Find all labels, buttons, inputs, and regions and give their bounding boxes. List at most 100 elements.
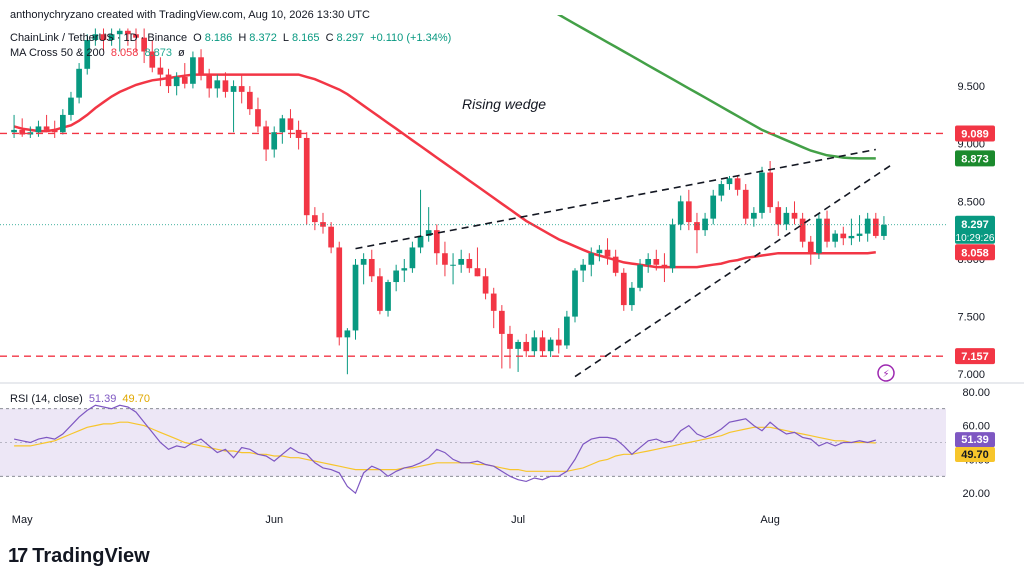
- candle: [531, 330, 538, 357]
- candle: [881, 216, 887, 240]
- candle-body: [312, 215, 318, 223]
- price-label-text: 8.297: [961, 219, 989, 231]
- tradingview-watermark: 17 TradingView: [8, 545, 150, 568]
- price-label-text: 7.157: [961, 351, 989, 363]
- eye-icon[interactable]: ø: [178, 47, 185, 59]
- candle-body: [507, 333, 513, 349]
- candle-body: [580, 264, 586, 271]
- candle: [425, 207, 432, 242]
- candle-body: [816, 218, 822, 254]
- candle: [222, 72, 229, 98]
- candle-body: [149, 51, 156, 68]
- candle-body: [523, 341, 530, 352]
- candle: [59, 109, 66, 135]
- candle: [832, 230, 839, 248]
- candle-body: [450, 264, 456, 266]
- candle-body: [336, 247, 343, 338]
- candle-body: [539, 337, 546, 352]
- time-tick-label: Aug: [760, 514, 780, 526]
- candle: [157, 57, 164, 87]
- close-value: 8.297: [336, 32, 365, 44]
- candle: [303, 132, 310, 225]
- candle: [872, 212, 879, 239]
- candle: [442, 241, 448, 277]
- candle-body: [76, 68, 82, 98]
- lightning-glyph: ⚡: [882, 369, 889, 380]
- candle-body: [320, 222, 326, 227]
- change-value: +0.110 (+1.34%): [370, 32, 452, 44]
- candle: [742, 184, 749, 225]
- candle-body: [620, 272, 627, 306]
- candle: [312, 207, 318, 231]
- wedge-upper-line: [355, 148, 876, 250]
- candle-body: [791, 212, 798, 219]
- candle: [824, 210, 830, 248]
- ma-legend: MA Cross 50 & 200 8.058 8.873 ø: [10, 47, 188, 59]
- candle: [555, 328, 562, 354]
- candle: [718, 180, 725, 202]
- candle-body: [653, 258, 660, 265]
- rsi-title: RSI (14, close): [10, 393, 83, 405]
- open-value: 8.186: [204, 32, 233, 44]
- candle: [726, 176, 733, 190]
- candle-body: [490, 293, 497, 311]
- candle: [19, 118, 26, 137]
- candle: [173, 72, 180, 96]
- candle-body: [596, 249, 603, 254]
- ma200-value: 8.873: [144, 47, 172, 59]
- high-value: 8.372: [249, 32, 277, 44]
- candle-body: [474, 268, 481, 277]
- candle-body: [401, 268, 408, 271]
- candle: [710, 189, 717, 225]
- time-tick-label: Jun: [265, 514, 283, 526]
- candle-body: [872, 218, 879, 236]
- candle-body: [92, 34, 99, 40]
- rsi-value: 51.39: [88, 393, 117, 405]
- candle: [360, 253, 367, 285]
- candle-body: [59, 114, 66, 133]
- created-by-text: anthonychryzano created with TradingView…: [10, 9, 370, 21]
- candle-body: [694, 222, 700, 231]
- candle-body: [68, 97, 74, 115]
- candle: [385, 279, 391, 317]
- candle: [108, 28, 115, 46]
- candle-body: [767, 172, 773, 208]
- candle: [474, 247, 481, 277]
- candle: [612, 249, 619, 277]
- candle: [848, 218, 855, 246]
- candle: [466, 253, 473, 273]
- candle: [198, 49, 204, 81]
- candle: [352, 258, 359, 340]
- rsi-ma-line: [14, 421, 876, 472]
- candle: [677, 195, 684, 231]
- candle-body: [572, 270, 578, 317]
- price-tick-label: 9.000: [957, 139, 985, 151]
- candle-body: [856, 233, 863, 236]
- candle-body: [718, 184, 725, 196]
- candle-body: [710, 195, 717, 219]
- open-label: O: [193, 32, 202, 44]
- candle-body: [612, 256, 619, 273]
- candle: [596, 245, 603, 262]
- candle-body: [360, 258, 367, 265]
- candle-body: [222, 80, 229, 92]
- high-label: H: [238, 32, 247, 44]
- candle: [43, 114, 50, 133]
- candle-body: [133, 34, 139, 38]
- candle: [377, 268, 383, 315]
- candle: [547, 337, 554, 357]
- candle: [783, 207, 790, 231]
- candle: [661, 253, 668, 283]
- rsi-label-text: 51.39: [961, 434, 989, 446]
- candle: [133, 28, 139, 52]
- candle: [51, 120, 58, 138]
- watermark-text: TradingView: [32, 545, 150, 567]
- lightning-icon: [877, 364, 895, 382]
- candle: [482, 268, 489, 300]
- candle-body: [263, 126, 269, 150]
- candle: [734, 176, 741, 196]
- candle-body: [799, 218, 806, 242]
- candle: [328, 222, 334, 254]
- candle: [190, 51, 196, 89]
- candle-body: [515, 341, 521, 349]
